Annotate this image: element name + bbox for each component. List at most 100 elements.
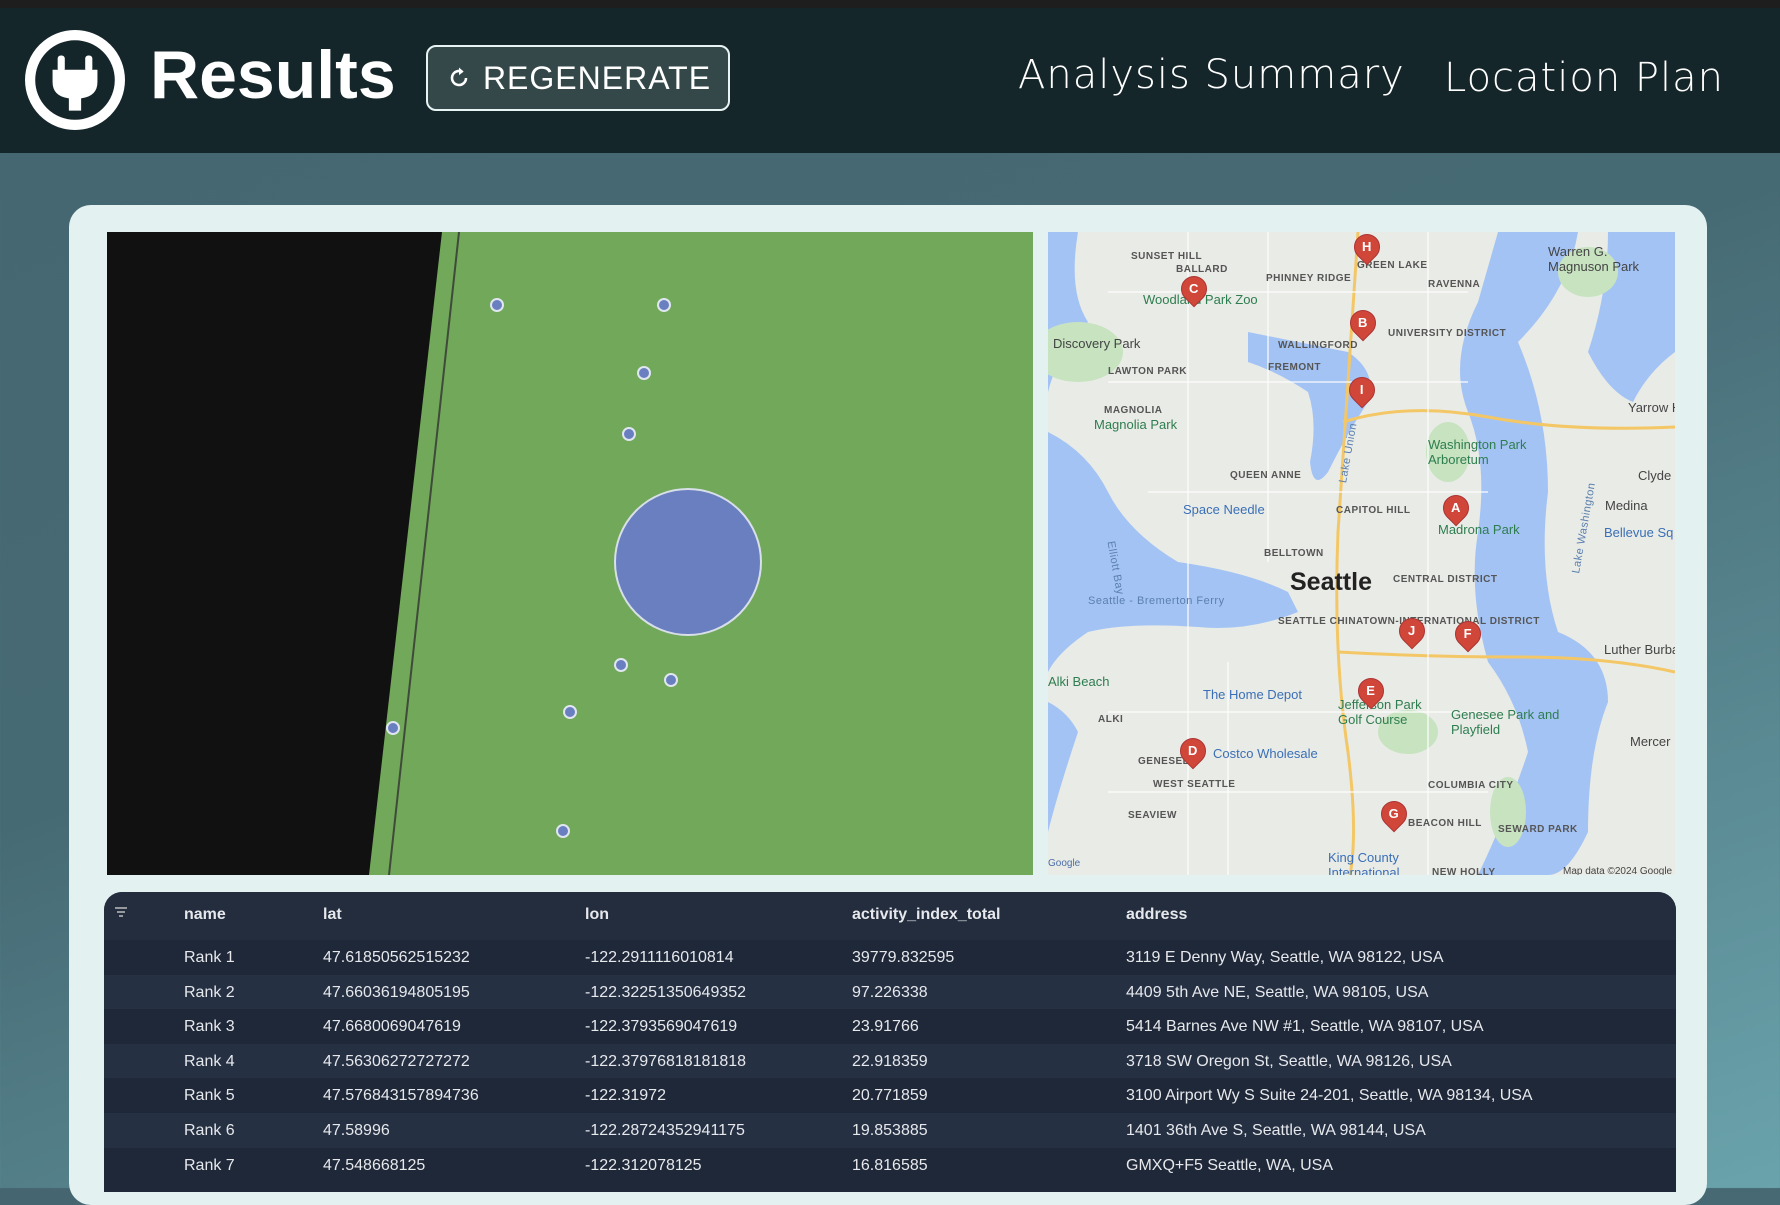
cell-lon: -122.31972: [585, 1087, 666, 1105]
cell-lon: -122.28724352941175: [585, 1122, 745, 1139]
deck-canvas-view[interactable]: [107, 232, 1033, 875]
candidate-point[interactable]: [622, 427, 636, 441]
map-label: Warren G. Magnuson Park: [1548, 244, 1640, 274]
cell-lon: -122.37976818181818: [585, 1052, 747, 1070]
cell-lat: 47.58996: [323, 1122, 390, 1139]
map-label: Clyde: [1638, 468, 1672, 483]
boundary-line: [388, 232, 460, 875]
cell-lat: 47.61850562515232: [323, 949, 470, 966]
map-label: Madrona Park: [1438, 522, 1520, 537]
cell-lat: 47.6680069047619: [323, 1018, 461, 1036]
map-label: COLUMBIA CITY: [1428, 780, 1514, 791]
cell-name: Rank 5: [184, 1087, 235, 1105]
map-label: CENTRAL DISTRICT: [1393, 574, 1498, 585]
table-row[interactable]: Rank 2 47.66036194805195 -122.322513506493…: [104, 974, 1676, 1010]
cell-name: Rank 4: [184, 1052, 235, 1070]
map-base: [1048, 232, 1675, 875]
cell-address: 3718 SW Oregon St, Seattle, WA 98126, US…: [1126, 1052, 1452, 1070]
cell-activity-index-total: 16.816585: [852, 1156, 928, 1174]
map-label: Google: [1048, 858, 1081, 869]
candidate-point[interactable]: [556, 824, 570, 838]
candidate-point[interactable]: [664, 673, 678, 687]
cell-activity-index-total: 39779.832595: [852, 949, 955, 966]
map-label: QUEEN ANNE: [1230, 470, 1302, 481]
column-header-name[interactable]: name: [184, 906, 226, 923]
candidate-point[interactable]: [614, 658, 628, 672]
map-label: Map data ©2024 Google: [1563, 866, 1673, 875]
regenerate-button[interactable]: REGENERATE: [426, 45, 730, 111]
column-header-lat[interactable]: lat: [323, 906, 342, 923]
marker-letter: H: [1361, 239, 1372, 255]
map-label: MAGNOLIA: [1104, 405, 1163, 416]
column-header-lon[interactable]: lon: [585, 906, 609, 923]
map-label: SUNSET HILL: [1131, 251, 1203, 262]
candidate-point[interactable]: [637, 366, 651, 380]
table-row[interactable]: Rank 5 47.576843157894736 -122.31972 20.771…: [104, 1078, 1676, 1114]
marker-letter: G: [1388, 806, 1399, 822]
table-row[interactable]: Rank 3 47.6680069047619 -122.3793569047619…: [104, 1009, 1676, 1045]
marker-letter: F: [1463, 626, 1472, 642]
window-top-strip: [0, 0, 1780, 8]
map-label: The Home Depot: [1203, 687, 1302, 702]
map-label: GENESEE: [1138, 756, 1190, 767]
candidate-point[interactable]: [563, 705, 577, 719]
cell-lon: -122.3793569047619: [585, 1018, 738, 1036]
map-label: WALLINGFORD: [1278, 340, 1358, 351]
map-label: Space Needle: [1183, 502, 1265, 517]
nav-analysis-summary[interactable]: Analysis Summary: [1018, 52, 1405, 98]
marker-letter: J: [1408, 623, 1416, 639]
map-label: Genesee Park and Playfield: [1451, 707, 1560, 737]
table-row[interactable]: Rank 6 47.58996 -122.28724352941175 19.8538…: [104, 1113, 1676, 1148]
plug-in-circle-icon: [25, 30, 125, 130]
candidate-point[interactable]: [490, 298, 504, 312]
cell-address: 1401 36th Ave S, Seattle, WA 98144, USA: [1126, 1122, 1426, 1139]
cell-address: GMXQ+F5 Seattle, WA, USA: [1126, 1156, 1334, 1174]
marker-letter: D: [1187, 743, 1198, 759]
map-label: WEST SEATTLE: [1153, 779, 1236, 790]
table-row[interactable]: Rank 4 47.56306272727272 -122.379768181818…: [104, 1043, 1676, 1079]
map-label: BEACON HILL: [1408, 818, 1482, 829]
cell-name: Rank 6: [184, 1122, 235, 1139]
map-label: Luther Burbank P: [1604, 642, 1675, 657]
cell-activity-index-total: 97.226338: [852, 983, 928, 1001]
candidate-point[interactable]: [386, 721, 400, 735]
map-label: SEWARD PARK: [1498, 824, 1578, 835]
cell-name: Rank 2: [184, 983, 235, 1001]
results-table: name lat lon activity_index_total addres…: [104, 892, 1676, 1192]
map-label: Alki Beach: [1048, 674, 1110, 689]
table-row[interactable]: Rank 1 47.61850562515232 -122.291111601081…: [104, 940, 1676, 975]
cell-address: 3119 E Denny Way, Seattle, WA 98122, USA: [1126, 949, 1444, 966]
page-title: Results: [150, 37, 396, 113]
map-label: King County International: [1328, 850, 1400, 875]
cell-name: Rank 1: [184, 949, 235, 966]
cell-lat: 47.56306272727272: [323, 1052, 470, 1070]
cell-activity-index-total: 19.853885: [852, 1122, 928, 1139]
marker-letter: C: [1188, 281, 1199, 297]
cell-lat: 47.548668125: [323, 1156, 426, 1174]
location-map[interactable]: SUNSET HILL BALLARD PHINNEY RIDGE GREEN LAK…: [1048, 232, 1675, 875]
map-label: Yarrow Hunts Point: [1628, 400, 1675, 415]
nav-location-plan[interactable]: Location Plan: [1444, 55, 1724, 101]
map-label: GREEN LAKE: [1357, 260, 1428, 271]
candidate-point[interactable]: [657, 298, 671, 312]
map-label: Bellevue Sq: [1604, 525, 1674, 540]
cell-lat: 47.66036194805195: [323, 983, 470, 1001]
table-header-row: name lat lon activity_index_total addres…: [104, 892, 1676, 940]
map-label: RAVENNA: [1428, 279, 1481, 290]
map-label: Magnolia Park: [1094, 417, 1178, 432]
marker-letter: I: [1359, 382, 1364, 398]
table-row[interactable]: Rank 7 47.548668125 -122.312078125 16.81658…: [104, 1147, 1676, 1183]
map-label: BELLTOWN: [1264, 548, 1324, 559]
marker-letter: E: [1366, 683, 1375, 699]
cell-activity-index-total: 20.771859: [852, 1087, 928, 1105]
column-header-address[interactable]: address: [1126, 906, 1188, 923]
cell-address: 4409 5th Ave NE, Seattle, WA 98105, USA: [1126, 983, 1429, 1001]
cell-lon: -122.2911116010814: [585, 949, 734, 966]
column-header-activity-index-total[interactable]: activity_index_total: [852, 906, 1001, 923]
filter-icon[interactable]: [114, 905, 128, 924]
map-label: BALLARD: [1176, 264, 1228, 275]
map-label: FREMONT: [1268, 362, 1321, 373]
map-label: Mercer Is: [1630, 734, 1675, 749]
cell-address: 5414 Barnes Ave NW #1, Seattle, WA 98107…: [1126, 1018, 1484, 1036]
map-label: Medina: [1605, 498, 1648, 513]
